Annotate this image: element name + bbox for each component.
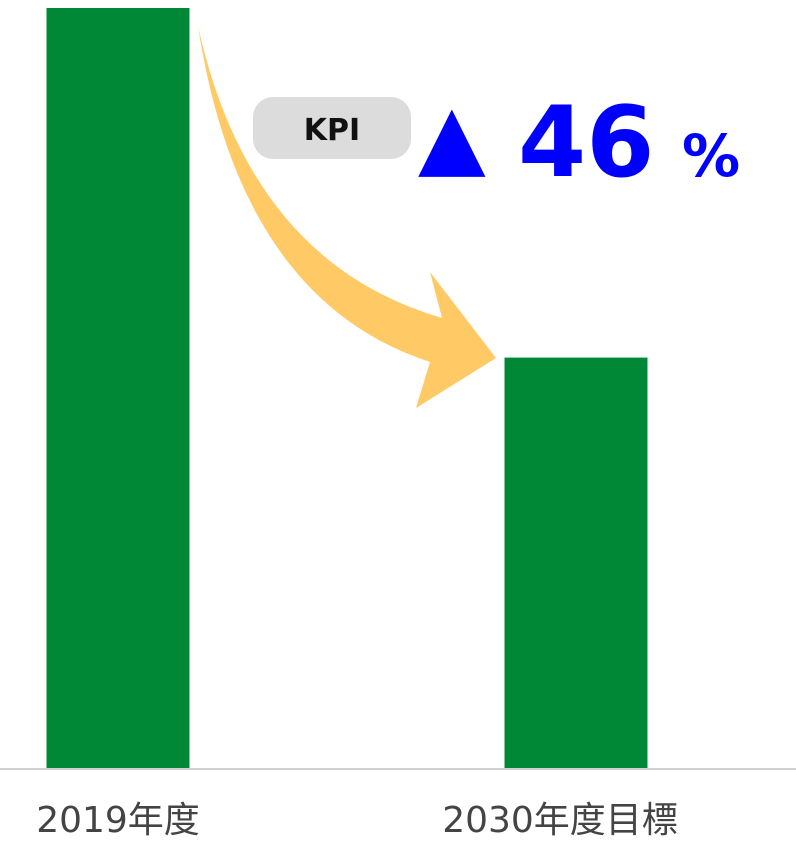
x-tick-label: 2030年度目標	[442, 800, 678, 841]
x-tick-label: 2019年度	[36, 800, 200, 841]
change-symbol: ▲	[418, 84, 486, 187]
bar	[504, 357, 648, 768]
badge: KPI	[304, 113, 360, 148]
change-unit: %	[682, 122, 740, 190]
change-value: 46	[518, 86, 654, 200]
arrow	[198, 26, 496, 408]
badge-bg	[253, 97, 411, 159]
bar	[46, 8, 190, 768]
